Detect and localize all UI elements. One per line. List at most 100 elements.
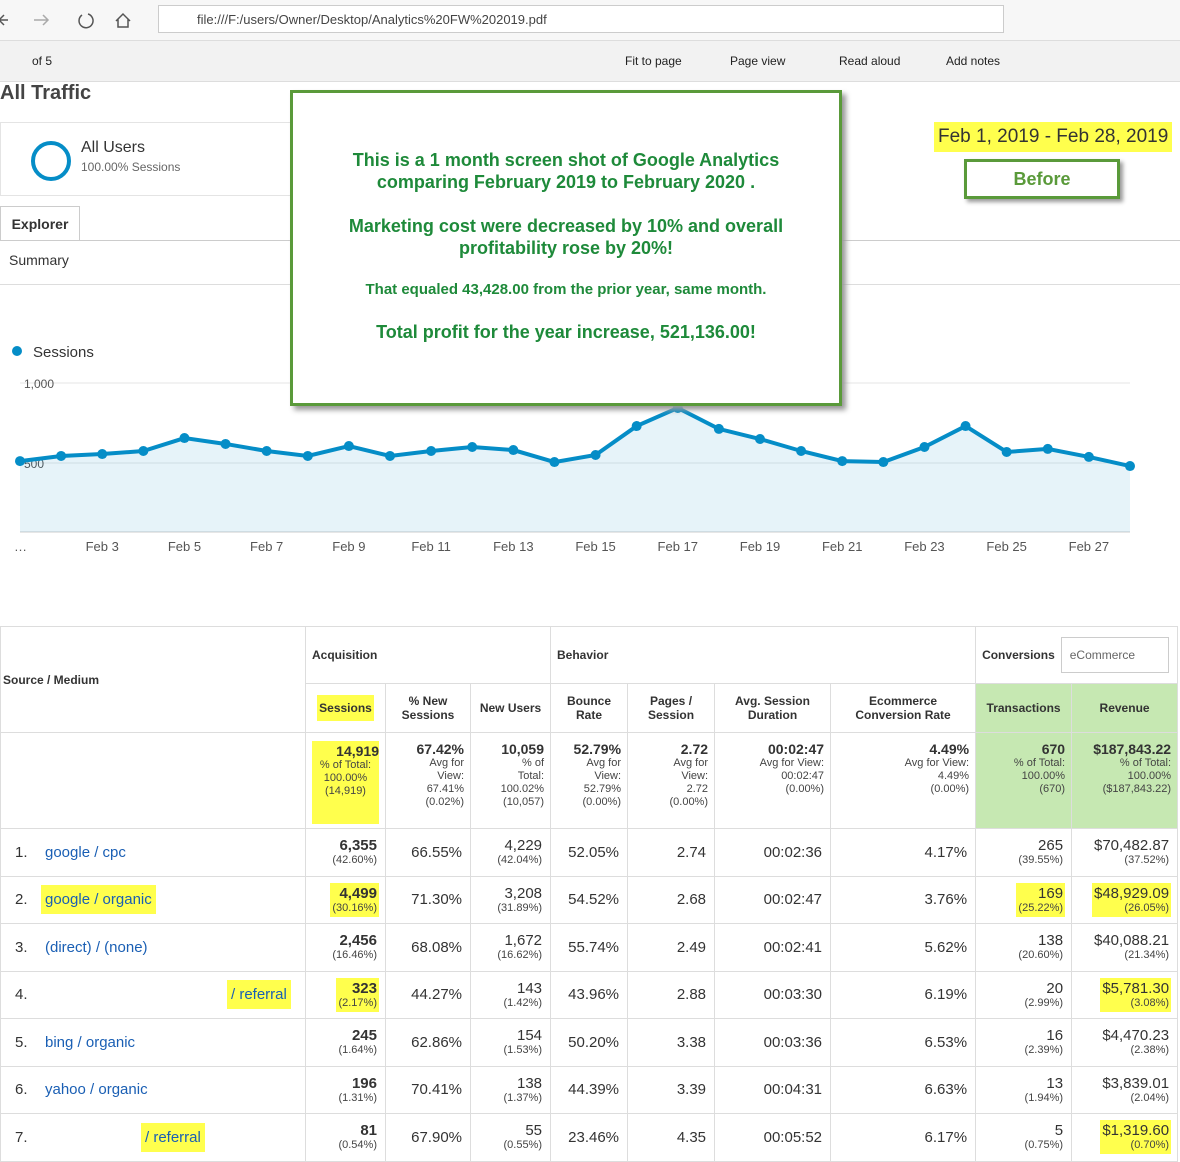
read-aloud-button[interactable]: Read aloud	[839, 54, 901, 68]
cell-value: 44.27%	[411, 986, 462, 1004]
x-tick-label: Feb 17	[658, 539, 698, 554]
cell: 16 (2.39%)	[975, 1018, 1073, 1067]
cell-box: 81 (0.54%)	[336, 1120, 379, 1154]
page-view-button[interactable]: Page view	[730, 54, 786, 68]
cell-sub: (2.04%)	[1130, 1091, 1170, 1104]
source-link[interactable]: / referral	[141, 1122, 205, 1152]
total-sub: 00:02:47	[781, 770, 825, 782]
cell: 3.39	[627, 1065, 716, 1114]
subtab[interactable]: Summary	[9, 252, 69, 268]
total-sub: (0.00%)	[669, 796, 709, 808]
total-sub: 4.49%	[937, 770, 970, 782]
cell: 143 (1.42%)	[469, 970, 552, 1019]
page-count: of 5	[32, 54, 53, 68]
cell-box: 71.30%	[409, 889, 464, 910]
cell-box: 00:02:41	[762, 937, 824, 958]
x-tick-label: Feb 9	[332, 539, 365, 554]
segment-box[interactable]: All Users 100.00% Sessions	[0, 122, 292, 196]
source-link[interactable]: yahoo / organic	[45, 1081, 148, 1099]
source-link[interactable]: google / cpc	[45, 843, 126, 861]
cell-box: $1,319.60 (0.70%)	[1100, 1120, 1172, 1155]
cell: 81 (0.54%)	[305, 1113, 386, 1162]
cell-value: 6.19%	[924, 986, 968, 1004]
point	[261, 446, 272, 456]
cell: 6.19%	[830, 970, 977, 1019]
cell: 196 (1.31%)	[305, 1065, 386, 1114]
total-sub: (14,919)	[325, 785, 366, 797]
column-label: Pages / Session	[648, 694, 695, 722]
cell-box: 2.68	[675, 889, 708, 910]
source-cell: 7. / referral	[0, 1113, 306, 1162]
cell-sub: (16.62%)	[497, 949, 543, 962]
cell-value: 3.76%	[924, 891, 968, 909]
source-link[interactable]: bing / organic	[45, 1033, 136, 1051]
cell-value: 71.30%	[411, 891, 462, 909]
cell-value: 54.52%	[568, 891, 620, 909]
source-link[interactable]: google / organic	[41, 885, 156, 915]
area	[20, 407, 1130, 532]
source-cell: 1. google / cpc	[0, 828, 306, 877]
tab[interactable]: Explorer	[0, 206, 80, 241]
cell: 4,229 (42.04%)	[469, 828, 552, 877]
url-bar[interactable]: file:///F:/users/Owner/Desktop/Analytics…	[158, 5, 1004, 33]
group-row: Source / Medium Acquisition Behavior Conver…	[0, 626, 1179, 733]
cell-value: 4,229	[504, 837, 543, 855]
point	[1125, 461, 1135, 472]
cell: 23.46%	[550, 1113, 629, 1162]
cell-box: 43.96%	[566, 984, 621, 1005]
total-sub: 100.00%	[1127, 770, 1172, 782]
cell: 13 (1.94%)	[975, 1065, 1073, 1114]
cell-value: 62.86%	[411, 1033, 462, 1051]
total-value: 4.49%	[929, 741, 970, 757]
cell-sub: (39.55%)	[1018, 854, 1064, 867]
source-link[interactable]: (direct) / (none)	[45, 938, 148, 956]
total-sub: (10,057)	[503, 796, 545, 808]
conversion-select[interactable]: eCommerce	[1060, 637, 1169, 673]
source-link[interactable]: / referral	[227, 980, 291, 1010]
data-row: 3. (direct) / (none) 2,456 (16.46%) 68.08% 1,…	[0, 923, 1179, 972]
cell-box: 20 (2.99%)	[1023, 978, 1066, 1012]
cell: 323 (2.17%)	[305, 970, 386, 1019]
cell-box: 1,672 (16.62%)	[495, 930, 544, 964]
add-notes-button[interactable]: Add notes	[946, 54, 1001, 68]
column-label: Bounce Rate	[567, 694, 612, 722]
cell-box: 00:03:30	[762, 984, 824, 1005]
rank: 6.	[15, 1081, 28, 1099]
cell-sub: (21.34%)	[1124, 949, 1170, 962]
cell-box: 66.55%	[409, 842, 464, 863]
cell-value: 245	[351, 1027, 377, 1045]
cell-sub: (2.99%)	[1024, 996, 1064, 1009]
column-header: Sessions	[305, 683, 386, 733]
cell-box: $40,088.21 (21.34%)	[1092, 930, 1171, 964]
cell-box: $3,839.01 (2.04%)	[1100, 1073, 1171, 1107]
pdf-toolbar: of 5 Fit to page Page view Read aloud Ad…	[0, 41, 1180, 82]
total-value: 67.42%	[416, 741, 464, 757]
cell-box: 50.20%	[566, 1032, 621, 1053]
column-header: Bounce Rate	[550, 683, 629, 733]
cell-value: 23.46%	[568, 1128, 620, 1146]
cell-box: 2.88	[675, 984, 708, 1005]
total-sub: Total:	[517, 770, 545, 782]
fit-button[interactable]: Fit to page	[625, 54, 682, 68]
total-box: 670% of Total: 100.00% (670)	[982, 741, 1065, 796]
cell-value: 6.63%	[924, 1081, 968, 1099]
total-sub: 52.79%	[583, 783, 622, 795]
point	[97, 449, 108, 460]
cell: 00:02:36	[714, 828, 832, 877]
cell-value: $4,470.23	[1102, 1027, 1170, 1045]
total-cell: 52.79% Avg for View: 52.79% (0.00%)	[550, 732, 629, 829]
cell: 55.74%	[550, 923, 629, 972]
cell-box: 3.38	[675, 1032, 708, 1053]
cell-box: 138 (1.37%)	[501, 1073, 544, 1107]
cell-value: 00:03:36	[763, 1033, 823, 1051]
cell-box: 169 (25.22%)	[1016, 882, 1066, 917]
cell-value: 3.38	[676, 1033, 707, 1051]
cell-sub: (42.04%)	[497, 854, 543, 867]
column-header: Ecommerce Conversion Rate	[830, 683, 977, 733]
total-box: $187,843.22% of Total: 100.00% ($187,843.2…	[1078, 741, 1171, 796]
cell-sub: (1.94%)	[1024, 1091, 1064, 1104]
total-value: 00:02:47	[767, 741, 825, 757]
total-box: 4.49% Avg for View: 4.49% (0.00%)	[837, 741, 969, 796]
cell-box: 138 (20.60%)	[1016, 930, 1065, 964]
